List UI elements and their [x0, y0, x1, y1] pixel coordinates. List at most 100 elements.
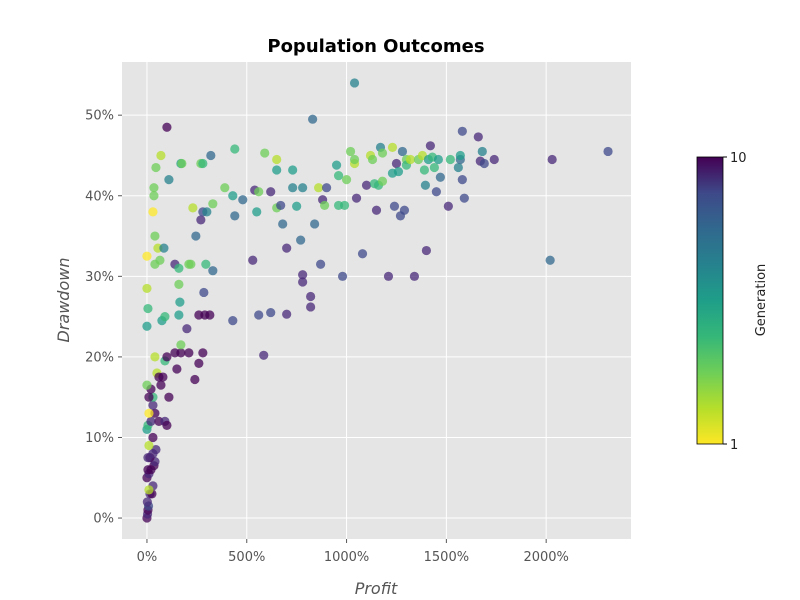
scatter-point — [367, 154, 378, 165]
y-tick-label: 10% — [85, 431, 114, 446]
scatter-point — [321, 183, 332, 193]
scatter-point — [479, 158, 489, 169]
scatter-point — [151, 162, 161, 173]
scatter-point — [199, 287, 209, 298]
scatter-point — [142, 283, 152, 294]
scatter-point — [260, 148, 270, 158]
scatter-point — [282, 309, 292, 319]
scatter-point — [333, 171, 344, 181]
y-tick-label: 50% — [85, 109, 114, 124]
scatter-point — [421, 245, 432, 256]
scatter-point — [198, 348, 208, 358]
y-tick-label: 40% — [85, 189, 114, 204]
scatter-point — [377, 176, 388, 186]
scatter-point — [191, 231, 201, 241]
scatter-point — [174, 263, 184, 273]
scatter-point — [431, 187, 441, 197]
scatter-point — [473, 132, 483, 142]
scatter-point — [196, 215, 206, 225]
scatter-point — [150, 352, 160, 362]
scatter-point — [174, 310, 184, 320]
scatter-point — [220, 183, 230, 193]
scatter-point — [230, 211, 240, 221]
scatter-point — [174, 279, 184, 289]
scatter-point — [278, 219, 288, 229]
scatter-point — [156, 380, 166, 390]
scatter-point — [435, 172, 445, 182]
scatter-point — [155, 255, 165, 265]
plot-background — [122, 62, 631, 539]
scatter-point — [146, 416, 156, 426]
scatter-point — [349, 78, 360, 88]
y-tick-label: 30% — [85, 270, 114, 285]
scatter-point — [177, 158, 187, 169]
scatter-point — [160, 312, 170, 322]
scatter-point — [164, 175, 174, 185]
scatter-point — [306, 302, 316, 312]
scatter-point — [361, 180, 372, 190]
scatter-point — [248, 255, 258, 265]
scatter-point — [393, 166, 404, 177]
scatter-point — [272, 154, 282, 165]
scatter-point — [351, 193, 362, 203]
scatter-point — [230, 144, 240, 154]
y-axis-ticks: 0% 10% 20% 30% 40% 50% — [85, 109, 122, 527]
scatter-point — [148, 400, 158, 410]
scatter-point — [298, 277, 308, 287]
x-axis-ticks: 0% 500% 1000% 1500% 2000% — [137, 539, 569, 565]
scatter-point — [259, 350, 269, 360]
scatter-point — [144, 392, 154, 402]
scatter-point — [254, 187, 264, 197]
scatter-point — [162, 352, 172, 362]
scatter-point — [314, 183, 324, 193]
scatter-point — [306, 291, 316, 302]
scatter-point — [298, 270, 308, 280]
scatter-point — [316, 259, 326, 269]
scatter-point — [206, 150, 216, 161]
chart-title: Population Outcomes — [267, 36, 484, 57]
scatter-point — [176, 348, 186, 358]
colorbar-max-label: 10 — [730, 151, 747, 166]
scatter-point — [389, 201, 400, 211]
scatter-point — [194, 358, 204, 368]
scatter-point — [148, 432, 158, 443]
scatter-point — [266, 187, 276, 197]
x-tick-label: 1500% — [424, 550, 469, 565]
scatter-point — [357, 249, 368, 259]
scatter-point — [144, 408, 154, 418]
scatter-point — [310, 219, 320, 229]
scatter-point — [545, 255, 555, 265]
scatter-point — [266, 307, 276, 318]
scatter-point — [320, 200, 330, 211]
scatter-point — [292, 201, 302, 211]
scatter-point — [341, 175, 352, 185]
scatter-point — [489, 154, 499, 165]
scatter-point — [337, 271, 348, 281]
data-points — [142, 78, 613, 523]
scatter-point — [399, 205, 410, 215]
scatter-point — [162, 420, 172, 430]
scatter-point — [159, 243, 169, 253]
scatter-point — [184, 348, 194, 358]
scatter-point — [276, 200, 286, 211]
scatter-point — [349, 154, 360, 165]
x-tick-label: 500% — [228, 550, 265, 565]
scatter-point — [172, 364, 182, 374]
scatter-point — [405, 154, 416, 165]
scatter-point — [459, 193, 469, 203]
scatter-point — [149, 183, 159, 193]
scatter-point — [188, 203, 198, 213]
scatter-point — [296, 235, 306, 245]
scatter-point — [391, 158, 402, 169]
scatter-point — [149, 191, 159, 201]
colorbar — [696, 156, 724, 445]
scatter-point — [433, 154, 443, 165]
y-axis-label: Drawdown — [54, 258, 73, 343]
scatter-point — [162, 122, 172, 132]
x-tick-label: 1000% — [324, 550, 369, 565]
scatter-point — [205, 310, 215, 320]
scatter-point — [455, 150, 465, 161]
scatter-point — [288, 165, 298, 175]
scatter-point — [443, 201, 453, 211]
